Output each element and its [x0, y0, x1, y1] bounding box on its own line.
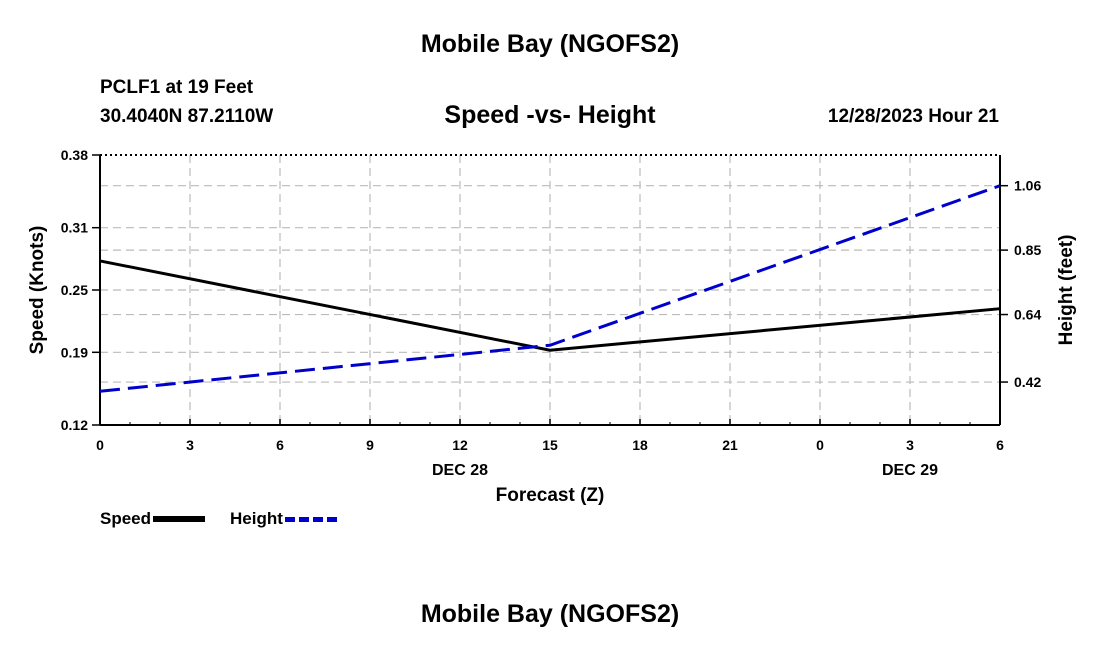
legend-speed-swatch — [153, 516, 206, 522]
chart-subtitle: Speed -vs- Height — [444, 101, 656, 129]
y-right-axis-label: Height (feet) — [1056, 235, 1077, 346]
legend-height-swatch — [284, 516, 337, 522]
x-tick-label: 9 — [366, 437, 374, 453]
y-right-tick-label: 0.64 — [1014, 307, 1041, 323]
legend-speed: Speed — [100, 509, 206, 529]
x-tick-label: 3 — [906, 437, 914, 453]
y-left-tick-label: 0.12 — [61, 417, 88, 433]
legend-height-label: Height — [230, 509, 283, 528]
x-tick-label: 0 — [816, 437, 824, 453]
y-left-axis-label: Speed (Knots) — [27, 226, 48, 355]
forecast-datetime: 12/28/2023 Hour 21 — [827, 106, 999, 127]
footer-title: Mobile Bay (NGOFS2) — [420, 600, 680, 628]
legend-speed-label: Speed — [100, 509, 152, 528]
x-tick-label: 15 — [542, 437, 558, 453]
y-right-tick-label: 1.06 — [1014, 178, 1041, 194]
x-date-label: DEC 29 — [882, 462, 938, 479]
x-tick-label: 12 — [452, 437, 468, 453]
x-tick-label: 21 — [722, 437, 738, 453]
station-coordinates: 30.4040N 87.2110W — [100, 106, 274, 127]
x-tick-label: 0 — [96, 437, 104, 453]
x-tick-label: 6 — [996, 437, 1004, 453]
legend-height: Height — [230, 509, 337, 529]
chart-title: Mobile Bay (NGOFS2) — [420, 30, 680, 58]
x-tick-label: 3 — [186, 437, 194, 453]
x-tick-label: 18 — [632, 437, 648, 453]
y-right-tick-label: 0.42 — [1014, 374, 1041, 390]
station-name: PCLF1 at 19 Feet — [100, 77, 254, 98]
y-right-tick-label: 0.85 — [1014, 242, 1041, 258]
series-line-height — [99, 184, 1001, 393]
x-axis-label: Forecast (Z) — [496, 485, 605, 506]
x-tick-label: 6 — [276, 437, 284, 453]
series-line-speed — [99, 259, 1001, 352]
y-left-tick-label: 0.19 — [61, 344, 88, 360]
x-date-label: DEC 28 — [432, 462, 488, 479]
y-left-tick-label: 0.25 — [61, 282, 88, 298]
y-left-tick-label: 0.31 — [61, 220, 88, 236]
y-left-tick-label: 0.38 — [61, 147, 88, 163]
